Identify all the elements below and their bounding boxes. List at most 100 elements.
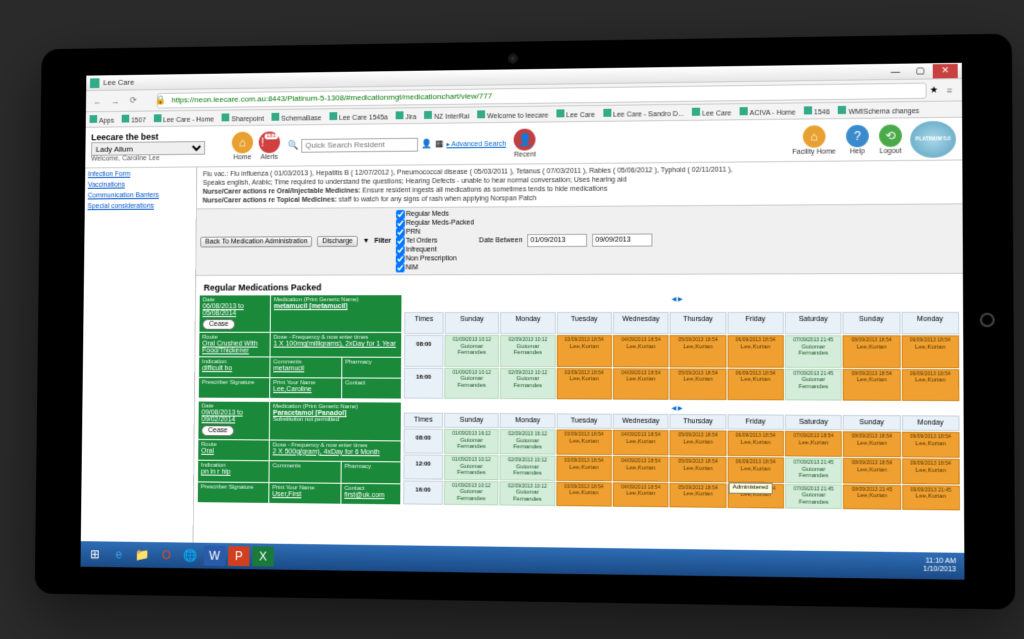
menu-icon[interactable]: ≡	[941, 81, 958, 97]
cal-cell[interactable]: 05/09/2013 18:54Lee,Kurian	[670, 430, 726, 455]
cal-cell[interactable]: 06/09/2013 18:54Lee,Kurian	[727, 430, 784, 456]
window-minimize[interactable]: —	[883, 64, 908, 79]
cal-cell[interactable]: 02/09/2013 10:12Guiomar Fernandes	[500, 455, 555, 480]
search-input[interactable]	[301, 137, 418, 152]
bookmark-item[interactable]: Apps	[90, 114, 115, 124]
cal-cell[interactable]: 04/09/2013 18:54Lee,Kurian	[613, 368, 669, 400]
sidebar-link[interactable]: Infection Form	[88, 170, 193, 178]
cal-cell[interactable]: 07/09/2013 21:45Guiomar Fernandes	[785, 368, 842, 400]
filter-check[interactable]: Tel Orders	[396, 236, 474, 245]
taskbar-item[interactable]: 🌐	[180, 545, 201, 565]
bookmark-item[interactable]: Jira	[396, 110, 417, 120]
bookmark-item[interactable]: ACIVA - Home	[739, 106, 795, 117]
sidebar-link[interactable]: Special considerations	[88, 202, 193, 210]
cal-cell[interactable]: 05/09/2013 18:54Lee,Kurian	[670, 482, 726, 508]
cal-cell[interactable]: 03/09/2013 18:54Lee,Kurian	[556, 367, 612, 399]
cal-cell[interactable]: 09/09/2013 21:45Lee,Kurian	[902, 484, 960, 510]
date-to-input[interactable]	[592, 233, 652, 246]
search-grid-icon[interactable]: ▦	[435, 138, 443, 149]
cal-next-icon[interactable]: ▶	[678, 406, 683, 412]
cal-cell[interactable]: 03/09/2013 18:54Lee,Kurian	[556, 335, 612, 367]
cal-prev-icon[interactable]: ◀	[672, 297, 677, 303]
cal-cell[interactable]: 07/09/2013 18:54Lee,Kurian	[785, 431, 842, 457]
cal-cell[interactable]: 09/09/2013 18:54Lee,Kurian	[902, 458, 960, 484]
cal-cell[interactable]: 03/09/2013 18:54Lee,Kurian	[556, 429, 612, 454]
cal-cell[interactable]: 09/09/2013 18:54Lee,Kurian	[901, 335, 959, 367]
sidebar-link[interactable]: Communication Barriers	[88, 191, 193, 199]
cal-cell[interactable]: 03/09/2013 18:54Lee,Kurian	[556, 455, 612, 480]
taskbar-item[interactable]: W	[204, 545, 225, 565]
window-maximize[interactable]: ▢	[908, 63, 933, 78]
bookmark-item[interactable]: 1546	[804, 105, 830, 115]
cal-cell[interactable]: 09/09/2013 18:54Lee,Kurian	[901, 368, 959, 401]
bookmark-item[interactable]: Lee Care	[692, 106, 731, 117]
cal-cell[interactable]: 04/09/2013 18:54Lee,Kurian	[613, 482, 669, 508]
date-from-input[interactable]	[527, 234, 587, 247]
bookmark-item[interactable]: Lee Care - Sandro D...	[603, 107, 684, 118]
recent-button[interactable]: 👤 Recent	[514, 128, 536, 158]
bookmark-star-icon[interactable]: ★	[930, 84, 938, 95]
cal-cell[interactable]: 04/09/2013 18:54Lee,Kurian	[613, 335, 669, 367]
home-button[interactable]: ⌂Home	[232, 131, 253, 161]
cal-cell[interactable]: 02/09/2013 10:12Guiomar Fernandes	[500, 335, 555, 367]
facility-select[interactable]: Lady Allum	[91, 141, 205, 156]
filter-check[interactable]: Non Prescription	[396, 254, 474, 263]
cal-cell[interactable]: 02/09/2013 10:12Guiomar Fernandes	[500, 481, 555, 506]
cal-cell[interactable]: 08/09/2013 18:54Lee,Kurian	[843, 431, 901, 457]
bookmark-item[interactable]: Lee Care - Home	[153, 113, 214, 123]
search-person-icon[interactable]: 👤	[421, 138, 432, 149]
cal-cell[interactable]: 07/09/2013 21:45Guiomar Fernandes	[785, 335, 842, 367]
cal-cell[interactable]: 06/09/2013 18:54Lee,Kurian	[727, 457, 784, 483]
cal-cell[interactable]: 05/09/2013 18:54Lee,Kurian	[670, 368, 726, 400]
cal-cell[interactable]: 01/09/2013 16:12Guiomar Fernandes	[444, 429, 499, 454]
cal-cell[interactable]: 01/09/2013 10:12Guiomar Fernandes	[444, 480, 499, 505]
filter-check[interactable]: NIM	[396, 263, 474, 272]
cal-cell[interactable]: 07/09/2013 21:45Guiomar Fernandes	[785, 483, 842, 509]
cal-cell[interactable]: 08/09/2013 18:54Lee,Kurian	[843, 335, 901, 367]
bookmark-item[interactable]: SchemaBase	[272, 111, 322, 121]
bookmark-item[interactable]: Welcome to leecare	[477, 109, 548, 120]
filter-check[interactable]: Infrequent	[396, 245, 474, 254]
sidebar-link[interactable]: Vaccinations	[88, 181, 193, 189]
cal-cell[interactable]: 08/09/2013 18:54Lee,Kurian	[843, 457, 901, 483]
bookmark-item[interactable]: WMISchema changes	[838, 104, 919, 115]
nav-forward-icon[interactable]: →	[108, 92, 123, 108]
bookmark-item[interactable]: NZ InterRai	[424, 110, 469, 120]
window-close[interactable]: ✕	[933, 63, 958, 78]
help-button[interactable]: ?Help	[846, 124, 869, 155]
bookmark-item[interactable]: Lee Care 1545a	[329, 111, 388, 122]
taskbar-item[interactable]: e	[108, 544, 129, 564]
cal-cell[interactable]: 05/09/2013 18:54Lee,Kurian	[670, 456, 726, 482]
cal-cell[interactable]: 02/09/2013 10:12Guiomar Fernandes	[500, 367, 555, 399]
taskbar-clock[interactable]: 11:10 AM1/10/2013	[923, 557, 960, 575]
cal-cell[interactable]: 02/09/2013 16:12Guiomar Fernandes	[500, 429, 555, 454]
nav-reload-icon[interactable]: ⟳	[126, 92, 141, 108]
back-button[interactable]: Back To Medication Administration	[200, 236, 312, 247]
cal-cell[interactable]: 03/09/2013 18:54Lee,Kurian	[556, 481, 612, 507]
taskbar-item[interactable]: P	[228, 546, 249, 566]
cal-cell[interactable]: 04/09/2013 18:54Lee,Kurian	[613, 430, 669, 455]
discharge-button[interactable]: Discharge	[317, 236, 357, 247]
taskbar-item[interactable]: X	[252, 546, 274, 566]
cal-cell[interactable]: 06/09/2013 18:54Lee,Kurian	[727, 335, 784, 367]
cal-cell[interactable]: 05/09/2013 18:54Lee,Kurian	[670, 335, 726, 367]
cease-button[interactable]: Cease	[202, 319, 235, 330]
cal-cell[interactable]: 08/09/2013 18:54Lee,Kurian	[843, 368, 901, 401]
logout-button[interactable]: ⟲Logout	[879, 123, 902, 154]
cal-prev-icon[interactable]: ◀	[672, 406, 677, 412]
alerts-button[interactable]: !183Alerts	[259, 130, 280, 160]
cal-next-icon[interactable]: ▶	[678, 297, 683, 303]
cal-cell[interactable]: 08/09/2013 21:45Lee,Kurian	[843, 484, 901, 510]
taskbar-item[interactable]: ⊞	[84, 544, 105, 564]
filter-check[interactable]: Regular Meds	[396, 209, 474, 218]
facility-home-button[interactable]: ⌂Facility Home	[792, 124, 836, 155]
cal-cell[interactable]: 09/09/2013 18:54Lee,Kurian	[902, 432, 960, 458]
taskbar-item[interactable]: 📁	[132, 544, 153, 564]
filter-check[interactable]: Regular Meds-Packed	[396, 218, 474, 227]
cal-cell[interactable]: 07/09/2013 21:45Guiomar Fernandes	[785, 457, 842, 483]
bookmark-item[interactable]: Lee Care	[556, 108, 595, 118]
taskbar-item[interactable]: O	[156, 545, 177, 565]
cease-button[interactable]: Cease	[201, 425, 234, 436]
cal-cell[interactable]: 01/09/2013 10:12Guiomar Fernandes	[444, 367, 499, 399]
filter-check[interactable]: PRN	[396, 227, 474, 236]
